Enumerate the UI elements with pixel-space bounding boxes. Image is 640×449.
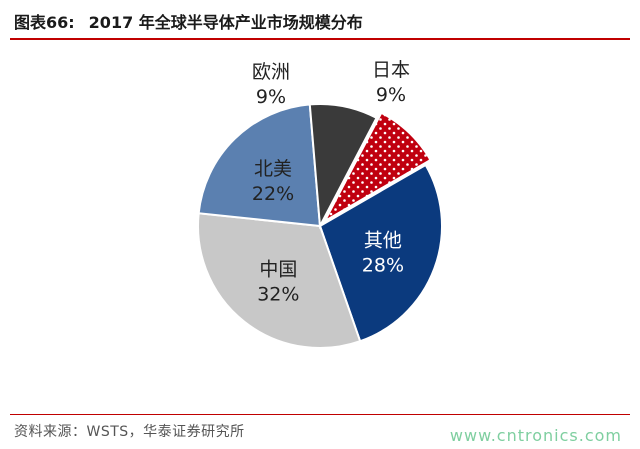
slice-value-japan: 9%: [376, 84, 406, 106]
top-rule: [10, 38, 630, 40]
watermark: www.cntronics.com: [449, 426, 622, 445]
pie-slices: [197, 103, 443, 349]
figure-header: 图表66: 2017 年全球半导体产业市场规模分布: [14, 4, 626, 38]
slice-name-china: 中国: [259, 259, 297, 281]
slice-name-japan: 日本: [372, 59, 410, 81]
slice-name-europe: 欧洲: [252, 61, 290, 83]
chart-title: 2017 年全球半导体产业市场规模分布: [88, 13, 363, 32]
pie-labels: 其他 28% 中国 32% 北美 22% 欧洲 9% 日本 9%: [252, 59, 410, 306]
slice-value-other: 28%: [362, 254, 404, 276]
pie-slice-north-america: [197, 103, 322, 228]
source-note: 资料来源：WSTS，华泰证券研究所: [14, 424, 245, 440]
slice-value-europe: 9%: [256, 86, 286, 108]
slice-value-north-america: 22%: [252, 183, 294, 205]
pie-slice-japan: [322, 111, 432, 224]
slice-name-other: 其他: [364, 229, 402, 251]
bottom-rule: [10, 414, 630, 415]
pie-slice-europe: [308, 103, 378, 230]
pie-slice-other: [318, 163, 443, 343]
figure-label: 图表66:: [14, 13, 75, 32]
pie-slice-china: [197, 212, 362, 349]
slice-name-north-america: 北美: [254, 158, 292, 180]
slice-value-china: 32%: [257, 284, 299, 306]
